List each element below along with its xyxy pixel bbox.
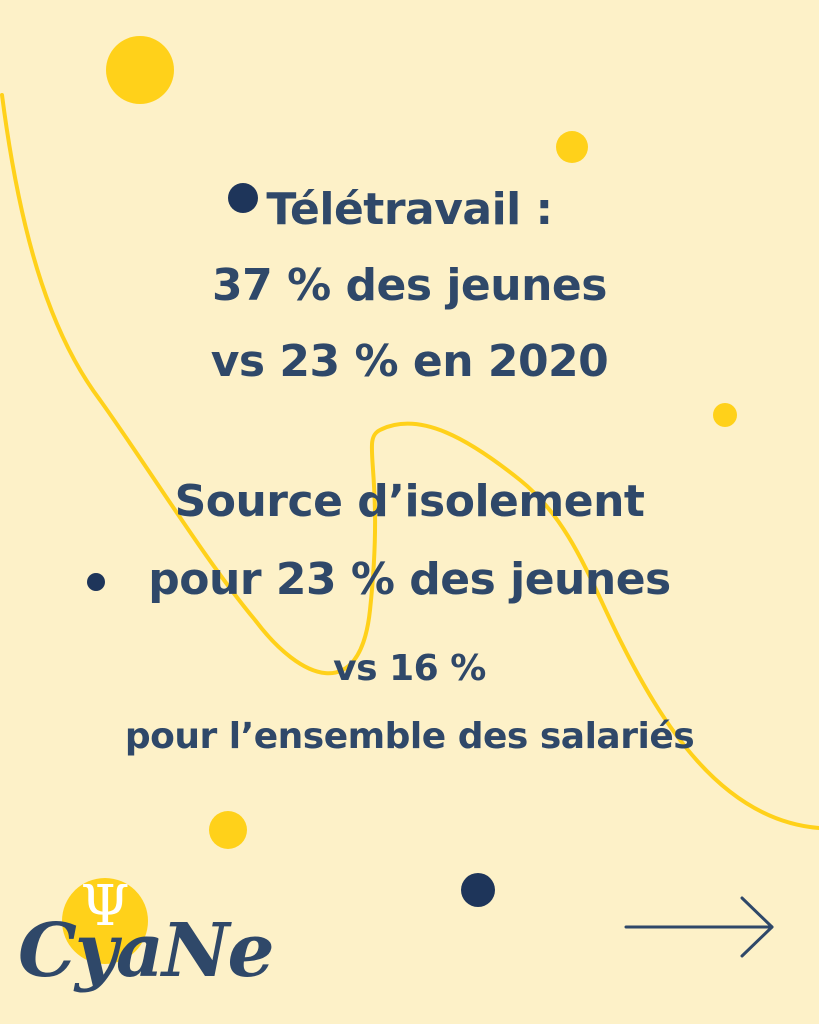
logo-circle — [62, 878, 148, 964]
psi-icon: Ψ — [80, 874, 130, 939]
heading-teletravail: Télétravail : — [266, 184, 553, 235]
stat-young-percentage: 37 % des jeunes — [212, 260, 607, 311]
bullet-dot-1 — [228, 183, 258, 213]
arrow-right-icon[interactable] — [620, 892, 780, 962]
cyane-logo: Ψ CyaNe — [18, 872, 275, 1002]
decorative-yellow-circle-tiny — [713, 403, 737, 427]
decorative-navy-dot — [461, 873, 495, 907]
heading-isolation: Source d’isolement — [174, 476, 645, 527]
bullet-dot-2 — [87, 573, 105, 591]
stat-comparison-employees: vs 16 % — [333, 648, 486, 689]
decorative-wave-line — [0, 93, 819, 830]
logo-text: CyaNe — [18, 908, 275, 994]
decorative-yellow-circle-large — [106, 36, 174, 104]
stat-employees-label: pour l’ensemble des salariés — [124, 716, 695, 757]
stat-comparison-2020: vs 23 % en 2020 — [210, 336, 609, 387]
stat-isolation-young: pour 23 % des jeunes — [148, 554, 671, 605]
decorative-yellow-circle-small — [556, 131, 588, 163]
decorative-yellow-circle-bottom — [209, 811, 247, 849]
